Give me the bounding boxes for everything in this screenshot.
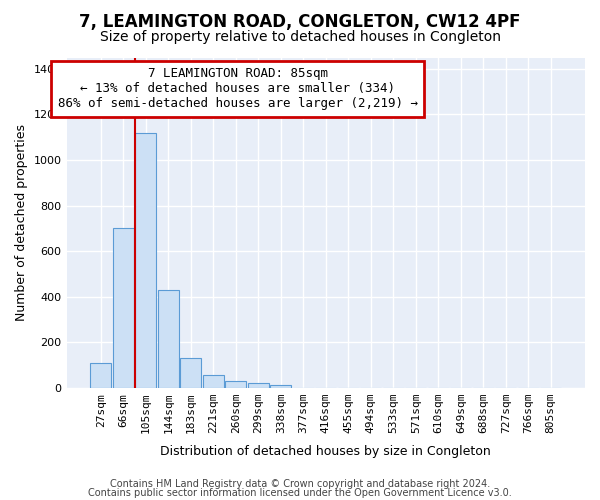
Bar <box>158 290 179 388</box>
Bar <box>90 363 112 388</box>
Bar <box>270 386 292 388</box>
Bar <box>225 380 247 388</box>
Bar <box>248 384 269 388</box>
X-axis label: Distribution of detached houses by size in Congleton: Distribution of detached houses by size … <box>160 444 491 458</box>
Bar <box>180 358 202 388</box>
Bar <box>203 376 224 388</box>
Text: 7 LEAMINGTON ROAD: 85sqm
← 13% of detached houses are smaller (334)
86% of semi-: 7 LEAMINGTON ROAD: 85sqm ← 13% of detach… <box>58 68 418 110</box>
Text: Size of property relative to detached houses in Congleton: Size of property relative to detached ho… <box>100 30 500 44</box>
Bar <box>135 132 157 388</box>
Text: Contains public sector information licensed under the Open Government Licence v3: Contains public sector information licen… <box>88 488 512 498</box>
Y-axis label: Number of detached properties: Number of detached properties <box>15 124 28 322</box>
Bar <box>113 228 134 388</box>
Text: 7, LEAMINGTON ROAD, CONGLETON, CW12 4PF: 7, LEAMINGTON ROAD, CONGLETON, CW12 4PF <box>79 12 521 30</box>
Text: Contains HM Land Registry data © Crown copyright and database right 2024.: Contains HM Land Registry data © Crown c… <box>110 479 490 489</box>
